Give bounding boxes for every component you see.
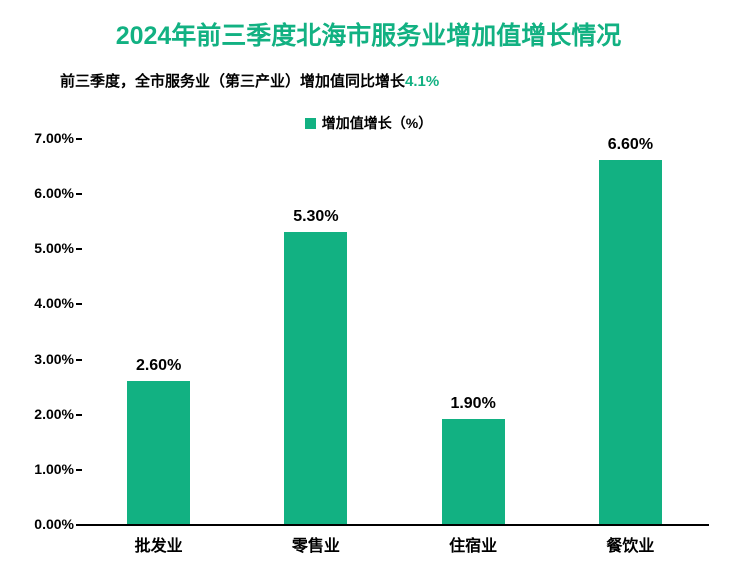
bar <box>599 160 662 524</box>
plot-region: 0.00%1.00%2.00%3.00%4.00%5.00%6.00%7.00%… <box>80 138 709 526</box>
y-tick-label: 1.00% <box>18 461 74 477</box>
bar-value-label: 2.60% <box>99 357 219 375</box>
bar <box>127 381 190 524</box>
bar <box>284 232 347 524</box>
bar <box>442 419 505 524</box>
bar-value-label: 5.30% <box>256 208 376 226</box>
x-category-label: 零售业 <box>292 532 340 556</box>
legend-label: 增加值增长（%） <box>322 115 432 131</box>
y-tick-label: 3.00% <box>18 351 74 367</box>
subtitle-highlight: 4.1% <box>405 73 439 90</box>
y-tick-label: 6.00% <box>18 185 74 201</box>
x-category-label: 批发业 <box>135 532 183 556</box>
subtitle-prefix: 前三季度，全市服务业（第三产业）增加值同比增长 <box>60 73 405 90</box>
bar-value-label: 1.90% <box>413 395 533 413</box>
chart-area: 0.00%1.00%2.00%3.00%4.00%5.00%6.00%7.00%… <box>0 138 737 584</box>
y-tick-label: 4.00% <box>18 295 74 311</box>
legend-swatch <box>305 118 316 129</box>
chart-subtitle: 前三季度，全市服务业（第三产业）增加值同比增长4.1% <box>0 52 737 91</box>
x-category-label: 住宿业 <box>449 532 497 556</box>
legend: 增加值增长（%） <box>0 91 737 133</box>
x-category-label: 餐饮业 <box>606 532 654 556</box>
y-tick-label: 5.00% <box>18 240 74 256</box>
bar-value-label: 6.60% <box>570 136 690 154</box>
chart-title: 2024年前三季度北海市服务业增加值增长情况 <box>0 0 737 52</box>
y-tick-label: 7.00% <box>18 130 74 146</box>
y-tick-label: 0.00% <box>18 516 74 532</box>
y-tick-label: 2.00% <box>18 406 74 422</box>
